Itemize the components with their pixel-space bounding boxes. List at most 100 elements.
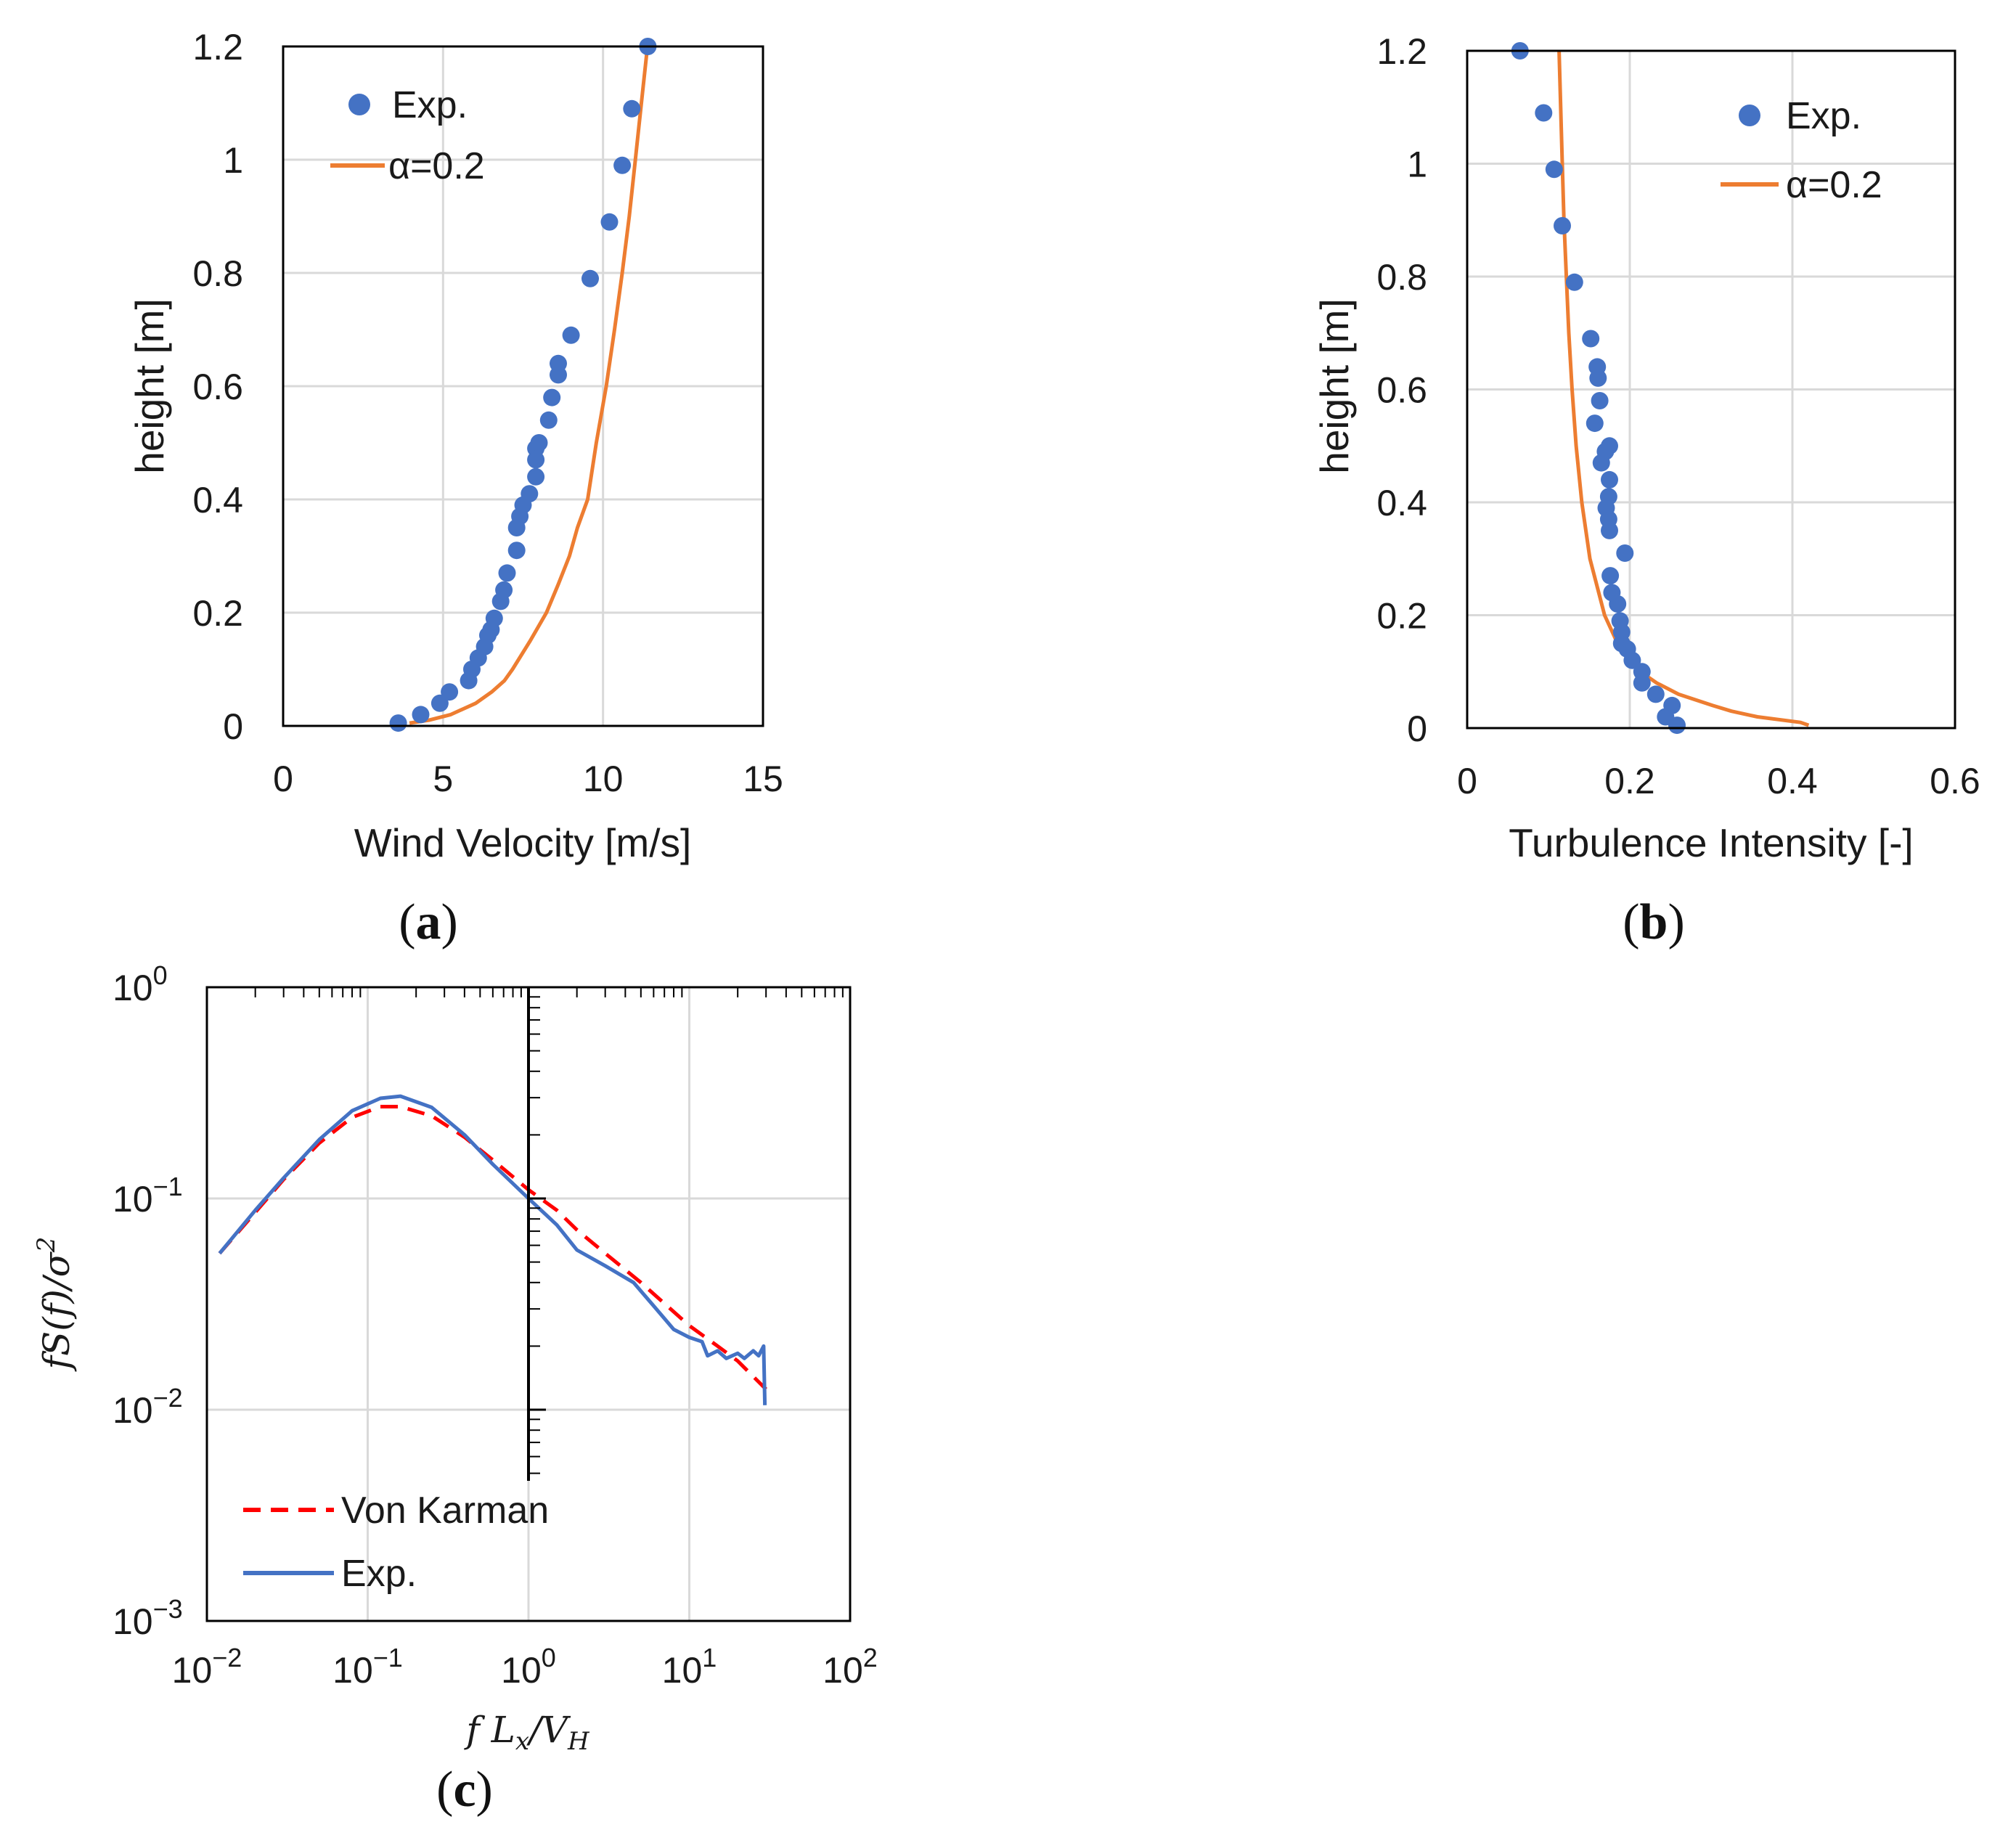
chart-b-ytick-label: 0 [1407,708,1427,749]
legend-b-exp-swatch [1739,105,1760,126]
chart-a-exp-point [613,156,632,174]
chart-b-ylabel: height [m] [1312,298,1357,474]
chart-b-exp-point [1601,470,1618,489]
chart-b-exp-point [1554,217,1571,234]
chart-b-ytick-label: 0.6 [1376,370,1427,411]
chart-b-alpha-line [1557,50,1810,727]
chart-a-frame [282,45,764,727]
chart-a-ytick-label: 1 [223,140,243,181]
chart-b-ytick-label: 1 [1407,144,1427,185]
chart-c-xtick-label: 101 [662,1643,717,1691]
chart-c-xtick-label: 10−1 [332,1643,403,1691]
chart-a-exp-point [623,99,641,118]
chart-b-xtick-label: 0.4 [1767,761,1818,801]
chart-b-xtick-label: 0.2 [1604,761,1655,801]
legend-c-vk-label: Von Karman [341,1490,549,1532]
chart-c-legend: Von Karman Exp. [243,1490,549,1595]
chart-a-ticks: 0 5 10 15 0 0.2 0.4 0.6 0.8 1 1.2 [192,27,783,799]
chart-b-xtick-label: 0.6 [1930,761,1980,801]
legend-b-exp-label: Exp. [1786,95,1861,137]
chart-a: 0 5 10 15 0 0.2 0.4 0.6 0.8 1 1.2 Wind Velocity [m… [127,27,783,950]
chart-b-ytick-label: 0.2 [1376,596,1427,637]
chart-b-exp-point [1565,273,1583,291]
chart-c-minor-axis [254,986,844,1481]
chart-a-legend: Exp. α=0.2 [330,84,485,187]
chart-a-ytick-label: 1.2 [192,27,243,68]
chart-a-series [389,38,657,732]
chart-a-exp-point [498,564,516,582]
chart-b-series [1511,42,1810,735]
chart-a-exp-point [507,542,526,560]
chart-a-exp-point [543,388,561,407]
chart-b-ticks: 0 0.2 0.4 0.6 0 0.2 0.4 0.6 0.8 1 1.2 [1376,31,1980,801]
chart-a-exp-point [412,706,430,724]
chart-b-exp-point [1609,595,1627,613]
chart-c-exp-line [218,1094,767,1405]
chart-b-exp-point [1616,544,1634,562]
chart-b-exp-point [1668,716,1686,735]
chart-b-exp-point [1601,521,1618,539]
chart-a-exp-point [527,467,545,486]
chart-a-exp-point [550,354,567,372]
chart-b-ytick-label: 0.4 [1376,483,1427,523]
chart-b-exp-point [1535,104,1553,122]
chart-b-exp-point [1586,414,1604,433]
chart-b-grid [1467,51,1955,728]
panel-label-b: (b) [1623,894,1685,950]
chart-c-ylabel: fS(f)/σ2 [32,1237,78,1373]
chart-b-exp-point [1623,651,1641,669]
chart-b: 0 0.2 0.4 0.6 0 0.2 0.4 0.6 0.8 1 1.2 Turbulence I… [1312,31,1980,950]
chart-b-ytick-label: 1.2 [1376,31,1427,72]
chart-b-exp-point [1591,392,1609,409]
chart-b-xlabel: Turbulence Intensity [-] [1509,820,1913,865]
chart-a-exp-point [485,609,503,627]
chart-a-ytick-label: 0.2 [192,593,243,634]
chart-c-xtick-label: 102 [823,1643,878,1691]
chart-a-ytick-label: 0 [223,706,243,747]
chart-b-exp-point [1633,674,1651,692]
chart-a-alpha-line [409,46,650,725]
legend-a-alpha-label: α=0.2 [388,145,485,187]
legend-a-exp-swatch [348,94,370,115]
chart-b-legend: Exp. α=0.2 [1721,95,1882,206]
chart-a-xtick-label: 15 [743,759,783,799]
chart-a-grid [283,46,763,726]
chart-c-ytick-label: 10−2 [113,1383,183,1431]
chart-a-exp-point [562,326,580,344]
chart-b-ytick-label: 0.8 [1376,257,1427,298]
chart-a-exp-point [495,581,513,599]
chart-a-ylabel: height [m] [127,298,172,474]
chart-a-xtick-label: 10 [583,759,624,799]
panel-label-a: (a) [399,894,458,950]
chart-b-exp-point [1592,454,1610,472]
chart-a-xtick-label: 0 [273,759,293,799]
legend-a-exp-label: Exp. [392,84,468,126]
chart-a-ytick-label: 0.4 [192,480,243,520]
chart-c-vonkarman-line [218,1105,767,1391]
chart-b-xtick-label: 0 [1457,761,1477,801]
chart-a-xlabel: Wind Velocity [m/s] [354,820,692,865]
chart-c-xtick-label: 100 [501,1643,556,1691]
chart-b-exp-point [1646,685,1665,703]
chart-c-ytick-label: 10−1 [113,1172,183,1220]
chart-a-exp-point [581,269,599,287]
chart-a-exp-point [600,213,619,231]
chart-c-ytick-label: 10−3 [113,1594,183,1642]
chart-b-exp-point [1582,330,1600,348]
chart-a-exp-point [389,714,407,732]
chart-b-exp-point [1589,369,1607,387]
chart-a-exp-point [521,485,539,503]
chart-b-exp-point [1545,160,1563,179]
chart-c-xtick-label: 10−2 [172,1643,242,1691]
chart-a-exp-point [441,683,459,701]
chart-a-ytick-label: 0.6 [192,367,243,407]
chart-a-exp-point [530,434,548,452]
chart-c-series [218,1094,767,1405]
chart-a-xtick-label: 5 [433,759,453,799]
chart-a-exp-point [539,411,558,429]
legend-b-alpha-label: α=0.2 [1786,164,1882,206]
chart-a-ytick-label: 0.8 [192,253,243,294]
